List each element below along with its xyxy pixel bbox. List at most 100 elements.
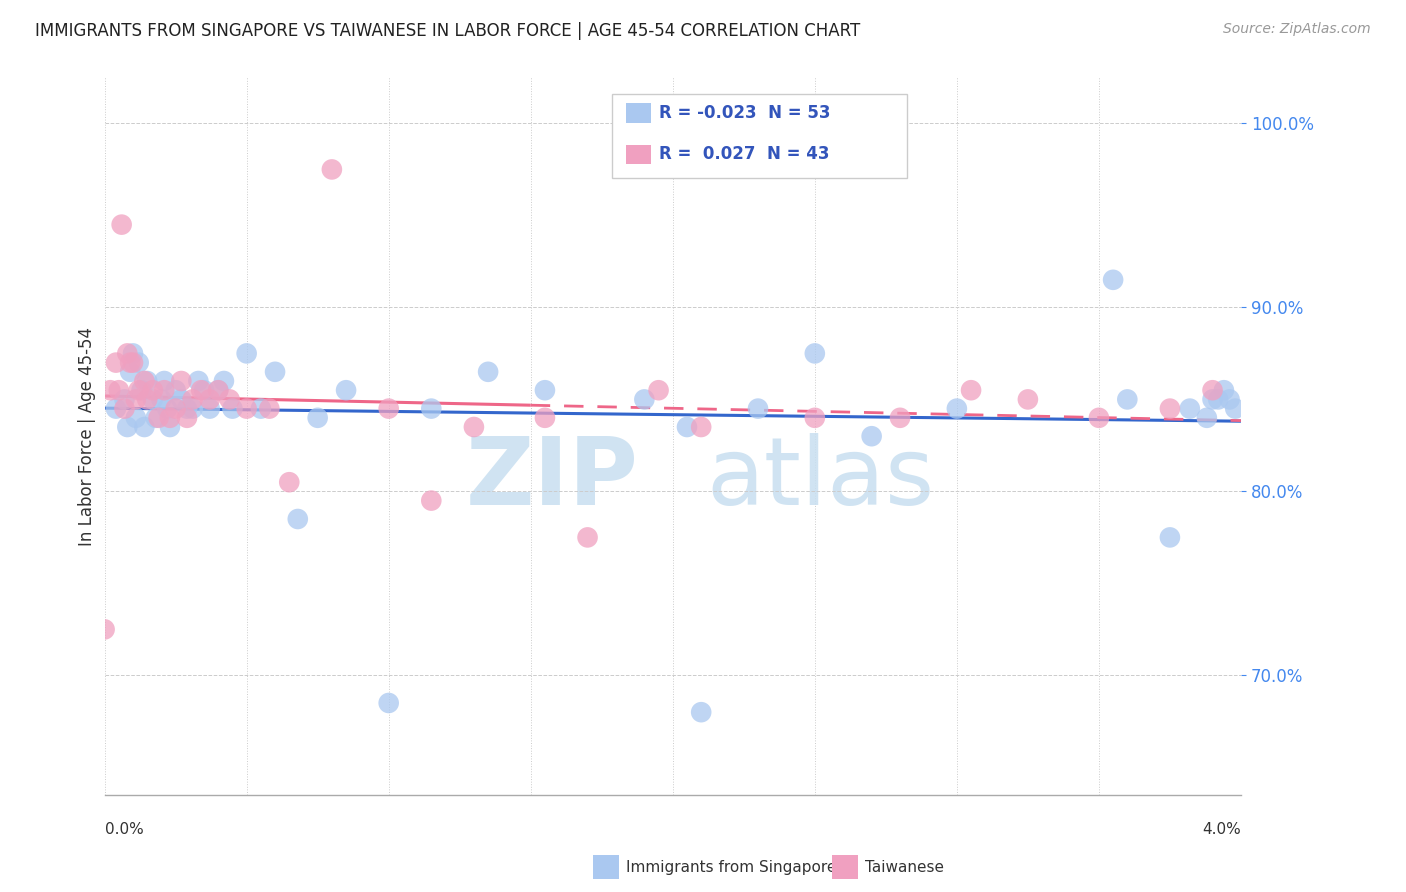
- Point: [148, 410, 170, 425]
- Point: [187, 374, 209, 388]
- Point: [1178, 401, 1201, 416]
- Text: ZIP: ZIP: [465, 434, 638, 525]
- Point: [1201, 392, 1223, 407]
- Point: [259, 401, 281, 416]
- Point: [207, 383, 229, 397]
- Point: [93, 623, 115, 637]
- Point: [108, 383, 131, 397]
- Point: [190, 383, 212, 397]
- Point: [114, 392, 136, 407]
- Point: [1102, 273, 1125, 287]
- Point: [647, 383, 669, 397]
- Point: [142, 392, 165, 407]
- Text: 0.0%: 0.0%: [104, 822, 143, 837]
- Point: [120, 365, 142, 379]
- Point: [198, 392, 221, 407]
- Point: [1195, 410, 1218, 425]
- Point: [1159, 530, 1181, 544]
- Point: [420, 493, 443, 508]
- Point: [131, 383, 153, 397]
- Text: IMMIGRANTS FROM SINGAPORE VS TAIWANESE IN LABOR FORCE | AGE 45-54 CORRELATION CH: IMMIGRANTS FROM SINGAPORE VS TAIWANESE I…: [35, 22, 860, 40]
- Text: atlas: atlas: [707, 434, 935, 525]
- Point: [134, 374, 156, 388]
- Point: [1201, 383, 1223, 397]
- Point: [804, 410, 827, 425]
- Point: [150, 392, 173, 407]
- Point: [142, 383, 165, 397]
- Point: [165, 383, 187, 397]
- Point: [170, 374, 193, 388]
- Point: [159, 420, 181, 434]
- Point: [176, 410, 198, 425]
- Point: [122, 346, 145, 360]
- Point: [181, 401, 204, 416]
- Point: [1088, 410, 1111, 425]
- Point: [207, 383, 229, 397]
- Point: [946, 401, 969, 416]
- Point: [212, 374, 235, 388]
- Point: [136, 392, 159, 407]
- Text: R =  0.027  N = 43: R = 0.027 N = 43: [659, 145, 830, 163]
- Point: [335, 383, 357, 397]
- Point: [218, 392, 240, 407]
- Point: [633, 392, 655, 407]
- Point: [128, 383, 150, 397]
- Point: [136, 374, 159, 388]
- Point: [420, 401, 443, 416]
- Text: Taiwanese: Taiwanese: [865, 860, 943, 874]
- Point: [377, 696, 399, 710]
- Point: [153, 374, 176, 388]
- Point: [125, 392, 148, 407]
- Point: [377, 401, 399, 416]
- Point: [1017, 392, 1039, 407]
- Point: [159, 410, 181, 425]
- Point: [676, 420, 699, 434]
- Point: [1219, 392, 1241, 407]
- Point: [221, 401, 243, 416]
- Point: [1206, 392, 1229, 407]
- Point: [111, 218, 134, 232]
- Point: [128, 356, 150, 370]
- Point: [534, 383, 557, 397]
- Point: [690, 705, 713, 719]
- Point: [104, 356, 127, 370]
- Point: [1225, 401, 1247, 416]
- Point: [134, 420, 156, 434]
- Point: [960, 383, 983, 397]
- Point: [307, 410, 329, 425]
- Text: 4.0%: 4.0%: [1202, 822, 1241, 837]
- Point: [176, 401, 198, 416]
- Point: [287, 512, 309, 526]
- Point: [534, 410, 557, 425]
- Point: [165, 401, 187, 416]
- Y-axis label: In Labor Force | Age 45-54: In Labor Force | Age 45-54: [79, 326, 96, 546]
- Point: [1212, 383, 1234, 397]
- Point: [156, 401, 179, 416]
- Point: [104, 401, 127, 416]
- Point: [98, 383, 121, 397]
- Point: [114, 401, 136, 416]
- Text: Immigrants from Singapore: Immigrants from Singapore: [626, 860, 837, 874]
- Point: [477, 365, 499, 379]
- Point: [889, 410, 911, 425]
- Point: [463, 420, 485, 434]
- Point: [120, 356, 142, 370]
- Point: [153, 383, 176, 397]
- Point: [1116, 392, 1139, 407]
- Text: R = -0.023  N = 53: R = -0.023 N = 53: [659, 104, 831, 122]
- Point: [145, 410, 167, 425]
- Point: [690, 420, 713, 434]
- Point: [804, 346, 827, 360]
- Point: [278, 475, 301, 490]
- Point: [747, 401, 769, 416]
- Point: [125, 410, 148, 425]
- Point: [250, 401, 273, 416]
- Point: [193, 383, 215, 397]
- Point: [117, 346, 139, 360]
- Point: [321, 162, 343, 177]
- Point: [181, 392, 204, 407]
- Point: [1159, 401, 1181, 416]
- Point: [264, 365, 287, 379]
- Point: [860, 429, 883, 443]
- Point: [122, 356, 145, 370]
